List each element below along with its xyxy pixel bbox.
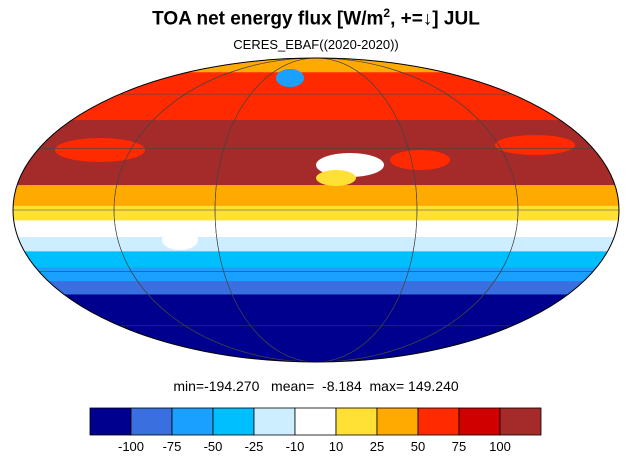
colorbar-swatch — [458, 407, 501, 436]
flux-band — [13, 267, 619, 282]
colorbar — [89, 407, 542, 436]
chart-subtitle: CERES_EBAF((2020-2020)) — [233, 37, 399, 52]
colorbar-tick-label: -75 — [162, 439, 182, 454]
southamerica-low-flux — [162, 230, 198, 250]
colorbar-swatch — [417, 407, 460, 436]
eastpacific-high-flux — [55, 138, 145, 162]
colorbar-swatch — [376, 407, 419, 436]
colorbar-swatch — [499, 407, 542, 436]
meridian-line — [113, 58, 519, 362]
flux-band — [13, 281, 619, 295]
colorbar-tick-label: 50 — [410, 439, 426, 454]
colorbar-labels: -100 -75 -50 -25 -10 10 25 50 75 100 — [0, 439, 632, 459]
colorbar-swatch — [212, 407, 255, 436]
pacific-high-flux — [495, 135, 575, 155]
flux-band — [13, 294, 619, 362]
colorbar-swatch — [89, 407, 132, 436]
colorbar-swatch — [130, 407, 173, 436]
colorbar-tick-label: 10 — [328, 439, 344, 454]
flux-band — [13, 220, 619, 238]
flux-band — [13, 251, 619, 268]
sahara-edge — [316, 170, 356, 186]
meridian-line — [214, 58, 418, 362]
map-border — [12, 57, 620, 363]
colorbar-tick-label: -25 — [244, 439, 264, 454]
flux-band — [13, 72, 619, 121]
colorbar-swatch — [335, 407, 378, 436]
flux-band — [13, 58, 619, 73]
colorbar-tick-label: -10 — [285, 439, 305, 454]
colorbar-tick-label: -100 — [117, 439, 145, 454]
flux-band — [13, 205, 619, 221]
colorbar-swatch — [294, 407, 337, 436]
colorbar-tick-label: -50 — [203, 439, 223, 454]
flux-band — [13, 185, 619, 207]
colorbar-tick-label: 100 — [489, 439, 511, 454]
flux-band — [13, 236, 619, 252]
stats-line: min=-194.270 mean= -8.184 max= 149.240 — [173, 378, 459, 394]
chart-title: TOA net energy flux [W/m2, +=↓] JUL — [152, 6, 480, 30]
colorbar-tick-label: 25 — [369, 439, 385, 454]
asia-high-flux — [390, 150, 450, 170]
colorbar-tick-label: 75 — [451, 439, 467, 454]
colorbar-swatch — [253, 407, 296, 436]
colorbar-swatch — [171, 407, 214, 436]
greenland-low-flux — [276, 69, 304, 87]
regional-anomalies — [55, 69, 575, 250]
